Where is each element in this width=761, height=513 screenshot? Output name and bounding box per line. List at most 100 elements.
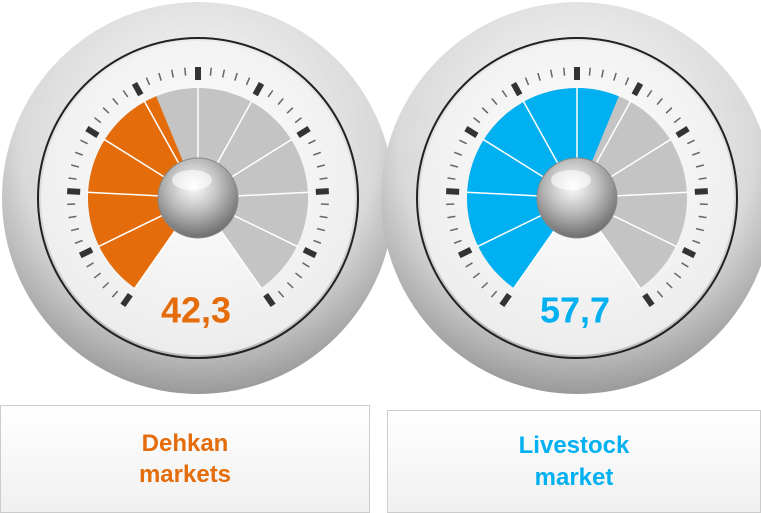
dial-tick [286,281,294,289]
dial-tick [71,164,80,168]
segment-divider [482,138,552,183]
dial-tick [221,69,226,78]
dial-tick [308,139,316,145]
dial-tick [112,98,119,106]
dial-tick [646,90,653,98]
dial-tick [692,151,701,156]
dial-tick [316,164,325,168]
dial-tick [694,188,708,195]
dial-tick [481,281,489,289]
hub [157,157,239,239]
dial-ring [37,37,359,359]
segment-divider [143,100,185,173]
dial-tick [675,126,690,139]
dial-tick [158,72,162,81]
dial-tick [145,77,151,86]
dial-tick [286,107,294,114]
dial-tick [315,188,329,195]
dial-tick [209,67,212,76]
segment-divider [97,210,172,248]
segment-divider [602,138,672,183]
gauge-value: 42,3 [161,290,231,331]
segment-divider [223,138,293,183]
label-box: Dehkan markets [0,405,370,513]
segment-divider [466,191,548,198]
dial-tick [457,247,473,259]
dial-tick [277,290,285,298]
dial-tick [68,215,77,219]
segment-divider [522,100,564,173]
dial-tick [313,151,322,156]
segment-divider [593,222,642,290]
dial-tick [94,117,102,124]
segment-divider [590,100,632,173]
hub [536,157,618,239]
dial-tick [481,107,489,114]
dial-tick [501,90,508,98]
dial-tick [665,281,673,289]
dial-tick [537,72,541,81]
dial-tick [549,69,554,78]
dial-tick [74,151,83,156]
dial-tick [446,188,460,195]
segment-divider [606,191,688,198]
dial-tick [449,227,459,232]
dial-tick [302,262,310,268]
dial-tick [86,262,94,268]
dial-tick [698,215,707,219]
dial-tick [524,77,530,86]
dial-tick [624,77,630,86]
dial-tick [665,107,673,114]
dial-tick [473,117,481,124]
dial-ring [416,37,738,359]
dial-tick [267,90,274,98]
dial-tick [673,117,681,124]
dial-tick [296,126,311,139]
dial-tick [453,151,462,156]
dial-tick [263,292,276,308]
segment-divider [87,191,169,198]
dial-tick [313,239,322,244]
dial-tick [695,227,705,232]
gauges: 42,3 57,7 [2,2,761,394]
segment-divider [476,210,551,248]
dial-tick [490,290,498,298]
dial-tick [642,292,655,308]
dial-tick [234,72,238,81]
dial-tick [111,290,119,298]
dial-tick [687,139,695,145]
segment-divider [224,210,299,248]
hub-shine [551,170,591,190]
gauge-label: Dehkan markets [138,429,232,488]
segment-divider [512,222,561,290]
dial-tick [70,227,80,232]
dial-tick [698,177,707,180]
dial-tick [68,177,77,180]
dial-tick [510,81,523,97]
dial-tick [681,247,697,259]
dial-tick [277,98,284,106]
dial-tick [465,262,473,268]
dial-tick [600,69,605,78]
dial-tick [673,272,682,279]
dial-tick [80,139,88,145]
dial-tick [695,164,704,168]
dial-tick [294,117,302,124]
gauge-label: Livestock market [518,432,630,491]
dial-tick [447,215,456,219]
label-box: Livestock market [387,410,761,513]
segment-divider [227,191,309,198]
dial-tick [78,247,94,259]
dial-tick [588,67,591,76]
dial-tick [464,126,479,139]
dial-tick [491,98,498,106]
dial-tick [67,188,81,195]
dial-tick [459,139,467,145]
dial-tick [472,272,481,279]
dial-tick [681,262,689,268]
gauge-value: 57,7 [540,290,610,331]
dial-tick [316,227,326,232]
dial-tick [252,81,265,97]
